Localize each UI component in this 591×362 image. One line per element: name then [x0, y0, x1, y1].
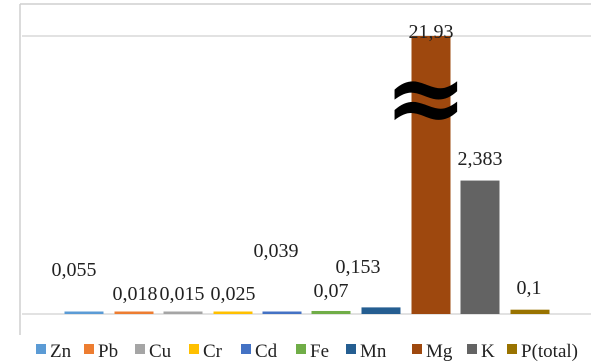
- legend-swatch-fe: [296, 344, 306, 354]
- bar-zn: [64, 311, 104, 314]
- legend-label-mg: Mg: [426, 341, 453, 362]
- legend-label-cu: Cu: [149, 341, 172, 362]
- data-label-fe: 0,07: [314, 280, 349, 302]
- data-label-zn: 0,055: [52, 259, 97, 281]
- data-label-cd: 0,039: [254, 240, 299, 262]
- legend-swatch-mg: [412, 344, 422, 354]
- bar-p-total-: [510, 309, 550, 314]
- legend-label-fe: Fe: [310, 341, 329, 362]
- data-label-mg: 21,93: [409, 21, 454, 43]
- legend-label-zn: Zn: [50, 341, 72, 362]
- legend-swatch-cu: [135, 344, 145, 354]
- bar-k: [460, 180, 500, 314]
- legend-label-k: K: [481, 341, 495, 362]
- legend-label-mn: Mn: [360, 341, 387, 362]
- legend-swatch-p-total-: [507, 344, 517, 354]
- data-label-cr: 0,025: [211, 283, 256, 305]
- legend-swatch-k: [467, 344, 477, 354]
- chart-frame: [19, 3, 591, 335]
- bar-mn: [361, 307, 401, 314]
- legend-swatch-cr: [189, 344, 199, 354]
- bar-fe: [311, 310, 351, 314]
- legend-swatch-cd: [241, 344, 251, 354]
- legend-swatch-mn: [346, 344, 356, 354]
- bar-cu: [163, 311, 203, 314]
- data-label-k: 2,383: [458, 148, 503, 170]
- data-label-p-total-: 0,1: [517, 277, 542, 299]
- data-labels-group: 0,055 0,018 0,015 0,025 0,039 0,070,153 21,93 2…: [52, 21, 542, 305]
- bar-pb: [114, 311, 154, 314]
- data-label-mn: 0,153: [336, 256, 381, 278]
- legend-swatch-zn: [36, 344, 46, 354]
- legend-label-cd: Cd: [255, 341, 278, 362]
- data-label-cu: 0,015: [160, 283, 205, 305]
- legend-label-p-total-: P(total): [521, 341, 578, 362]
- bar-cd: [262, 311, 302, 314]
- legend: Zn Pb Cu Cr Cd Fe Mn Mg K P(total): [36, 341, 578, 362]
- legend-label-cr: Cr: [203, 341, 223, 362]
- axis-break-mark: ≈: [384, 38, 468, 156]
- legend-swatch-pb: [84, 344, 94, 354]
- data-label-pb: 0,018: [113, 283, 158, 305]
- bar-cr: [213, 311, 253, 314]
- bars-group: [64, 36, 550, 314]
- legend-label-pb: Pb: [98, 341, 118, 362]
- bar-mg: [411, 36, 451, 314]
